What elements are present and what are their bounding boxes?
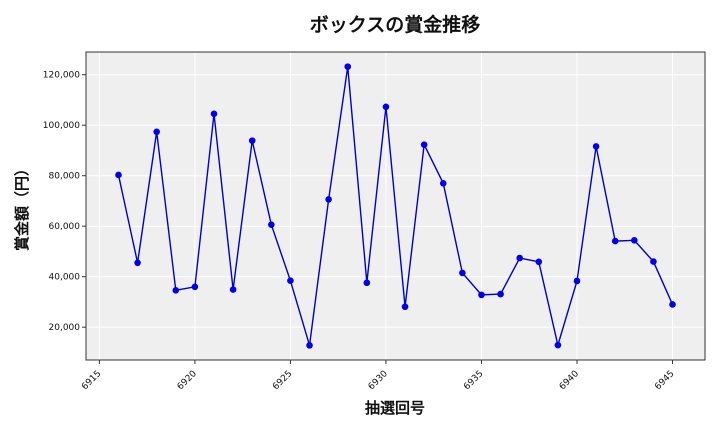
data-point xyxy=(459,269,466,277)
data-point xyxy=(248,137,256,144)
data-point xyxy=(650,258,657,265)
x-tick-label: 6920 xyxy=(176,369,199,392)
data-point xyxy=(229,286,237,293)
data-point xyxy=(592,143,600,150)
y-tick-label: 80,000 xyxy=(49,172,81,182)
data-point xyxy=(439,179,447,187)
series-line xyxy=(117,66,674,348)
series xyxy=(115,63,676,349)
data-point xyxy=(497,290,504,298)
y-axis-label: 賞金額（円） xyxy=(13,161,31,251)
data-point xyxy=(344,63,352,70)
plot-frame xyxy=(85,51,706,361)
y-tick-label: 120,000 xyxy=(43,71,80,81)
data-point xyxy=(363,279,371,287)
data-point xyxy=(306,342,313,349)
data-point xyxy=(191,283,199,291)
data-point xyxy=(210,110,218,118)
data-point xyxy=(287,277,294,285)
data-point xyxy=(325,196,332,203)
data-point xyxy=(478,291,485,299)
data-point xyxy=(153,128,160,136)
data-point xyxy=(573,277,581,285)
data-point xyxy=(516,254,523,262)
y-tick-label: 100,000 xyxy=(43,121,80,131)
x-tick-label: 6915 xyxy=(80,369,103,392)
chart-title: ボックスの賞金推移 xyxy=(310,13,480,36)
data-point xyxy=(172,287,180,294)
data-point xyxy=(611,237,619,245)
data-point xyxy=(631,237,638,244)
y-tick-label: 40,000 xyxy=(49,273,81,283)
data-point xyxy=(134,259,141,267)
data-point xyxy=(420,141,428,148)
data-point xyxy=(115,171,122,179)
data-point xyxy=(669,301,676,308)
x-tick-label: 6940 xyxy=(558,369,581,392)
x-tick-label: 6945 xyxy=(653,369,676,392)
data-point xyxy=(401,303,409,311)
y-tick-label: 60,000 xyxy=(49,222,81,232)
x-axis-label: 抽選回号 xyxy=(365,399,425,417)
data-point xyxy=(554,341,562,349)
x-tick-label: 6930 xyxy=(367,369,390,392)
data-point xyxy=(268,221,275,228)
data-point xyxy=(382,103,390,111)
x-tick-label: 6935 xyxy=(462,369,485,392)
x-tick-label: 6925 xyxy=(271,369,294,392)
y-tick-label: 20,000 xyxy=(49,323,81,333)
data-point xyxy=(535,258,543,266)
